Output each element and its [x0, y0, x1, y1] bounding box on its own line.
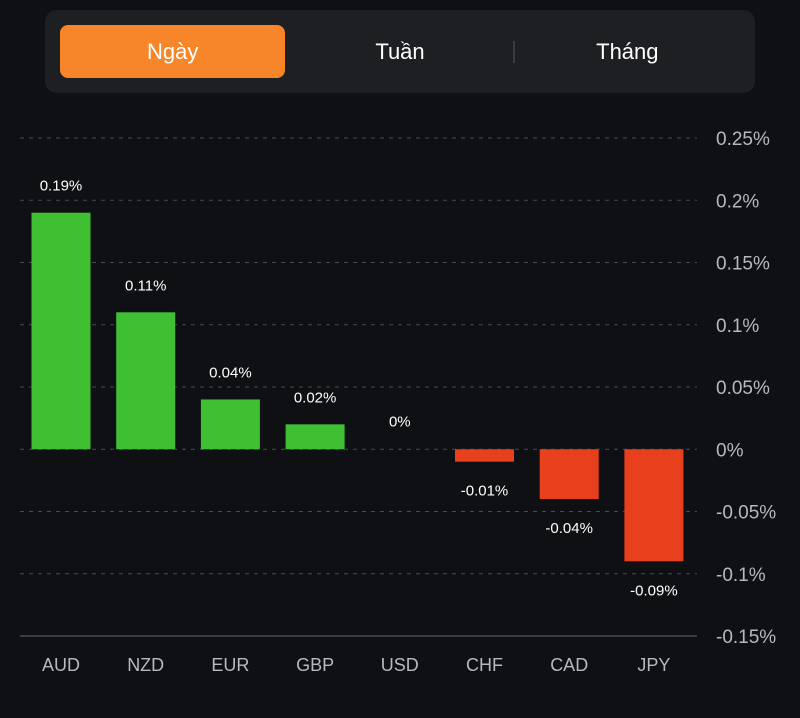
y-tick-label: 0.15%: [716, 254, 770, 275]
bar-eur: [200, 399, 260, 450]
y-tick-label: -0.1%: [716, 565, 766, 586]
bar-gbp: [285, 424, 345, 450]
y-tick-label: 0.1%: [716, 316, 759, 337]
x-tick-label: CAD: [550, 655, 588, 675]
bar-jpy: [624, 449, 684, 562]
x-tick-label: USD: [381, 655, 419, 675]
bar-nzd: [116, 312, 176, 450]
tab-day[interactable]: Ngày: [60, 25, 286, 78]
y-tick-label: -0.05%: [716, 503, 776, 524]
y-tick-label: 0.05%: [716, 378, 770, 399]
y-tick-label: 0.2%: [716, 191, 759, 212]
data-label: 0.11%: [125, 277, 166, 294]
x-tick-label: JPY: [637, 655, 670, 675]
data-label: -0.01%: [461, 483, 509, 500]
bar-chf: [455, 449, 514, 462]
divider: [512, 40, 515, 63]
data-label: 0.02%: [294, 389, 337, 406]
x-tick-label: CHF: [466, 655, 503, 675]
y-tick-label: -0.15%: [716, 627, 776, 648]
tab-week[interactable]: Tuần: [375, 38, 425, 64]
data-label: -0.04%: [545, 520, 593, 537]
period-selector: Ngày Tuần Tháng: [45, 10, 755, 93]
bar-cad: [539, 449, 599, 500]
data-label: -0.09%: [630, 582, 678, 599]
y-tick-label: 0%: [716, 440, 744, 461]
y-tick-label: 0.25%: [716, 129, 770, 150]
x-tick-label: GBP: [296, 655, 334, 675]
x-tick-label: NZD: [127, 655, 164, 675]
data-label: 0.04%: [209, 364, 252, 381]
data-label: 0%: [389, 413, 411, 430]
data-label: 0.19%: [40, 178, 83, 195]
x-tick-label: AUD: [42, 655, 80, 675]
tab-month[interactable]: Tháng: [596, 38, 659, 64]
bar-aud: [31, 212, 91, 450]
currency-change-bar-chart: 0.25% 0.2% 0.15% 0.1% 0.05% 0% -0.05% -0.1% -0.1…: [20, 129, 776, 675]
x-tick-label: EUR: [211, 655, 249, 675]
